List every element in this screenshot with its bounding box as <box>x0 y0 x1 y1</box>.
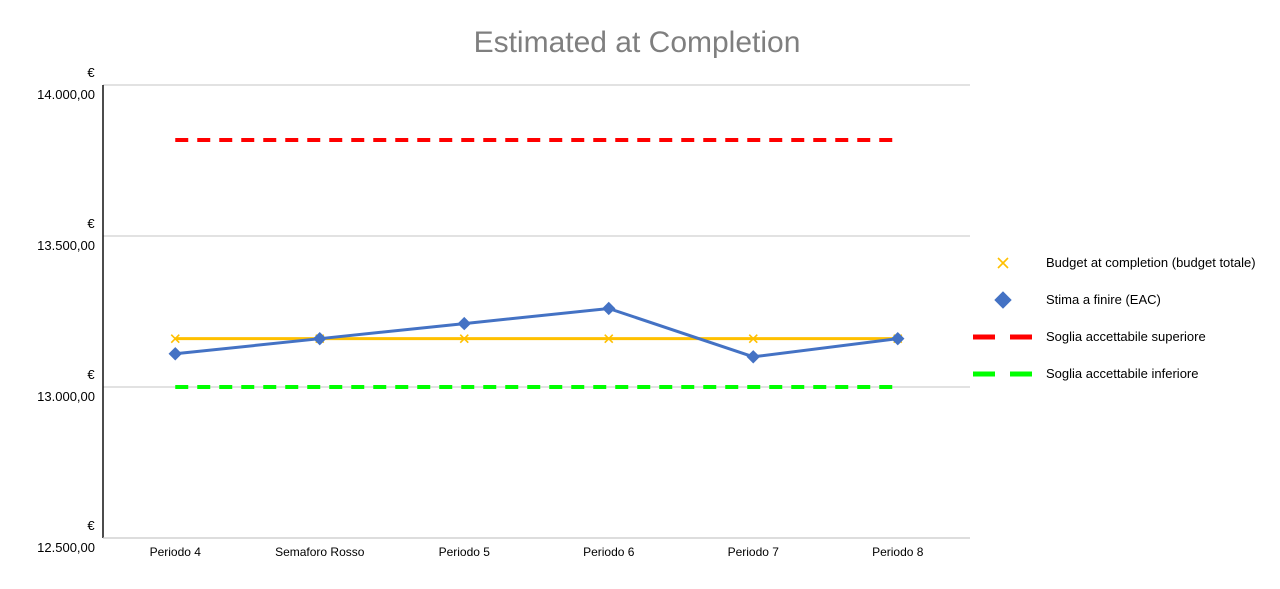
x-marker <box>459 334 469 344</box>
legend: Budget at completion (budget totale) Stim… <box>973 255 1256 381</box>
y-tick-currency: € <box>87 518 95 533</box>
x-marker <box>748 334 758 344</box>
x-marker <box>170 334 180 344</box>
diamond-marker <box>891 331 905 346</box>
diamond-marker <box>457 316 471 331</box>
y-tick-label: 14.000,00 <box>37 87 95 102</box>
y-tick-currency: € <box>87 367 95 382</box>
x-tick-label: Periodo 5 <box>439 545 491 559</box>
x-tick-label: Semaforo Rosso <box>275 545 365 559</box>
legend-label: Soglia accettabile inferiore <box>1046 366 1198 381</box>
y-axis-tick-labels: €14.000,00 €13.500,00 €13.000,00 €12.500,00 <box>37 65 95 555</box>
diamond-marker <box>313 331 327 346</box>
diamond-marker <box>994 291 1012 309</box>
y-tick-label: 12.500,00 <box>37 540 95 555</box>
legend-label: Budget at completion (budget totale) <box>1046 255 1256 270</box>
legend-item: Budget at completion (budget totale) <box>997 255 1256 270</box>
x-marker <box>604 334 614 344</box>
series-1 <box>168 301 905 364</box>
diamond-marker <box>602 301 616 316</box>
x-axis-tick-labels: Periodo 4 Semaforo Rosso Periodo 5 Periodo … <box>150 545 924 559</box>
y-tick-label: 13.500,00 <box>37 238 95 253</box>
y-tick-label: 13.000,00 <box>37 389 95 404</box>
diamond-marker <box>168 347 182 361</box>
legend-label: Soglia accettabile superiore <box>1046 329 1206 344</box>
x-tick-label: Periodo 8 <box>872 545 924 559</box>
legend-item: Soglia accettabile inferiore <box>973 366 1198 381</box>
series-layer <box>168 137 905 389</box>
x-tick-label: Periodo 4 <box>150 545 202 559</box>
x-tick-label: Periodo 7 <box>728 545 780 559</box>
gridlines <box>103 84 970 539</box>
x-marker <box>997 257 1009 269</box>
legend-item: Soglia accettabile superiore <box>973 329 1206 344</box>
axes <box>102 85 970 539</box>
y-tick-currency: € <box>87 216 95 231</box>
legend-label: Stima a finire (EAC) <box>1046 292 1161 307</box>
y-tick-currency: € <box>87 65 95 80</box>
diamond-marker <box>746 350 760 364</box>
x-tick-label: Periodo 6 <box>583 545 635 559</box>
legend-item: Stima a finire (EAC) <box>994 291 1161 309</box>
chart-title: Estimated at Completion <box>474 26 801 59</box>
series-line <box>175 306 898 359</box>
